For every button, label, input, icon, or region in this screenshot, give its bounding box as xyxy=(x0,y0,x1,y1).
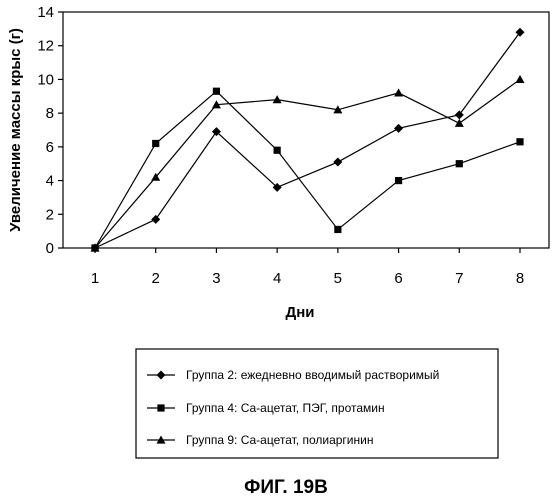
data-point xyxy=(334,226,341,233)
x-tick-label: 3 xyxy=(212,270,220,287)
y-tick-label: 0 xyxy=(46,240,54,257)
data-point xyxy=(395,177,402,184)
legend-marker xyxy=(157,404,164,411)
x-tick-label: 7 xyxy=(455,270,463,287)
data-point xyxy=(213,88,220,95)
x-axis-title: Дни xyxy=(286,304,315,321)
x-tick-label: 4 xyxy=(273,270,281,287)
legend-item: Группа 2: ежедневно вводимый растворимый xyxy=(147,368,439,382)
y-tick-label: 4 xyxy=(46,173,54,190)
x-tick-label: 8 xyxy=(516,270,524,287)
y-axis-title: Увеличение массы крыс (г) xyxy=(7,28,24,232)
x-tick-label: 6 xyxy=(394,270,402,287)
data-point xyxy=(516,138,523,145)
figure-caption: ФИГ. 19B xyxy=(244,477,328,498)
y-tick-label: 8 xyxy=(46,105,54,122)
legend-label: Группа 2: ежедневно вводимый растворимый xyxy=(186,368,439,382)
y-tick-label: 2 xyxy=(46,206,54,223)
y-tick-label: 6 xyxy=(46,139,54,156)
data-point xyxy=(274,147,281,154)
y-tick-label: 12 xyxy=(37,38,54,55)
legend-label: Группа 4: Са-ацетат, ПЭГ, протамин xyxy=(186,401,385,415)
x-tick-label: 1 xyxy=(91,270,99,287)
y-tick-label: 10 xyxy=(37,71,54,88)
legend-label: Группа 9: Са-ацетат, полиаргинин xyxy=(186,433,373,447)
x-tick-label: 5 xyxy=(334,270,342,287)
data-point xyxy=(152,140,159,147)
x-tick-label: 2 xyxy=(152,270,160,287)
legend: Группа 2: ежедневно вводимый растворимый… xyxy=(136,349,498,458)
data-point xyxy=(456,160,463,167)
y-tick-label: 14 xyxy=(37,4,54,21)
